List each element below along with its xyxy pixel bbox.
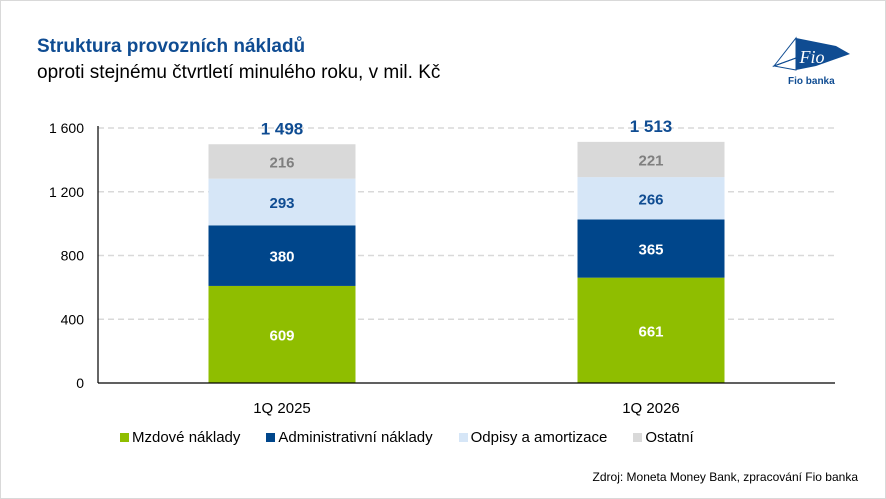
- x-axis-ticks: 1Q 2025 1Q 2026: [253, 400, 680, 417]
- bar-segment-ostatni: [577, 141, 725, 178]
- total-label: 1 498: [261, 119, 304, 138]
- legend-swatch-icon: [458, 433, 468, 442]
- legend-label: Administrativní náklady: [278, 429, 433, 446]
- legend-swatch-icon: [633, 433, 643, 442]
- logo-flag: [796, 38, 850, 70]
- data-label-odpisy: 266: [638, 191, 663, 208]
- bar-stack: 661 365 266 221 1 513: [577, 117, 725, 383]
- legend: Mzdové náklady Administrativní náklady Odp…: [120, 429, 720, 446]
- data-label-administrativni: 380: [269, 249, 294, 266]
- bar-stack: 609 380 293 216 1 498: [208, 119, 356, 383]
- y-tick-label: 800: [61, 248, 85, 264]
- y-axis-ticks: 0 400 800 1 200 1 600: [49, 120, 84, 391]
- bar-segment-ostatni: [208, 144, 356, 179]
- y-tick-label: 400: [61, 311, 85, 327]
- logo-caption: Fio banka: [788, 76, 835, 87]
- legend-swatch-icon: [120, 433, 129, 442]
- bar-segment-odpisy: [577, 177, 725, 220]
- data-label-mzdove: 609: [269, 327, 294, 344]
- data-label-ostatni: 221: [638, 152, 663, 169]
- legend-item-odpisy: Odpisy a amortizace: [458, 429, 608, 446]
- y-tick-label: 1 600: [49, 120, 84, 136]
- x-tick-label: 1Q 2026: [622, 400, 680, 417]
- data-label-ostatni: 216: [269, 154, 294, 171]
- x-tick-label: 1Q 2025: [253, 400, 311, 417]
- legend-label: Ostatní: [645, 429, 694, 446]
- legend-item-administrativni: Administrativní náklady: [266, 429, 433, 446]
- chart-subtitle: oproti stejnému čtvrtletí minulého roku,…: [37, 62, 441, 83]
- bar-segment-odpisy: [208, 178, 356, 226]
- bar-segment-mzdove: [208, 285, 356, 383]
- logo-lower-wing: [772, 57, 797, 71]
- y-tick-label: 0: [76, 375, 84, 391]
- legend-label: Odpisy a amortizace: [470, 429, 608, 446]
- logo-mark-text: Fio: [799, 47, 825, 67]
- data-label-mzdove: 661: [638, 323, 663, 340]
- data-label-administrativni: 365: [638, 242, 663, 259]
- bar-segment-administrativni: [577, 219, 725, 278]
- fio-logo-icon: Fio: [772, 36, 850, 71]
- legend-item-ostatni: Ostatní: [633, 429, 694, 446]
- bar-segment-mzdove: [577, 277, 725, 383]
- total-label: 1 513: [630, 117, 673, 136]
- source-note: Zdroj: Moneta Money Bank, zpracování Fio…: [592, 470, 858, 484]
- chart-title: Struktura provozních nákladů: [37, 36, 306, 57]
- bars: 609 380 293 216 1 498 661 365 266 221 1 513: [208, 117, 725, 383]
- legend-item-mzdove: Mzdové náklady: [120, 429, 240, 446]
- data-label-odpisy: 293: [269, 195, 294, 212]
- legend-swatch-icon: [266, 433, 276, 442]
- legend-label: Mzdové náklady: [132, 429, 241, 446]
- bar-segment-administrativni: [208, 225, 356, 286]
- y-tick-label: 1 200: [49, 184, 84, 200]
